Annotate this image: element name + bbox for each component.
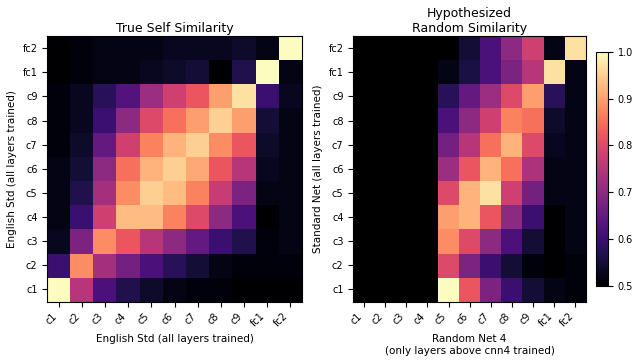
X-axis label: Random Net 4
(only layers above cnn4 trained): Random Net 4 (only layers above cnn4 tra… (385, 334, 555, 356)
Y-axis label: Standard Net (all layers trained): Standard Net (all layers trained) (313, 85, 323, 253)
Y-axis label: English Std (all layers trained): English Std (all layers trained) (7, 90, 17, 248)
Title: Hypothesized
Random Similarity: Hypothesized Random Similarity (412, 7, 527, 35)
Title: True Self Similarity: True Self Similarity (116, 22, 234, 35)
X-axis label: English Std (all layers trained): English Std (all layers trained) (95, 334, 253, 344)
